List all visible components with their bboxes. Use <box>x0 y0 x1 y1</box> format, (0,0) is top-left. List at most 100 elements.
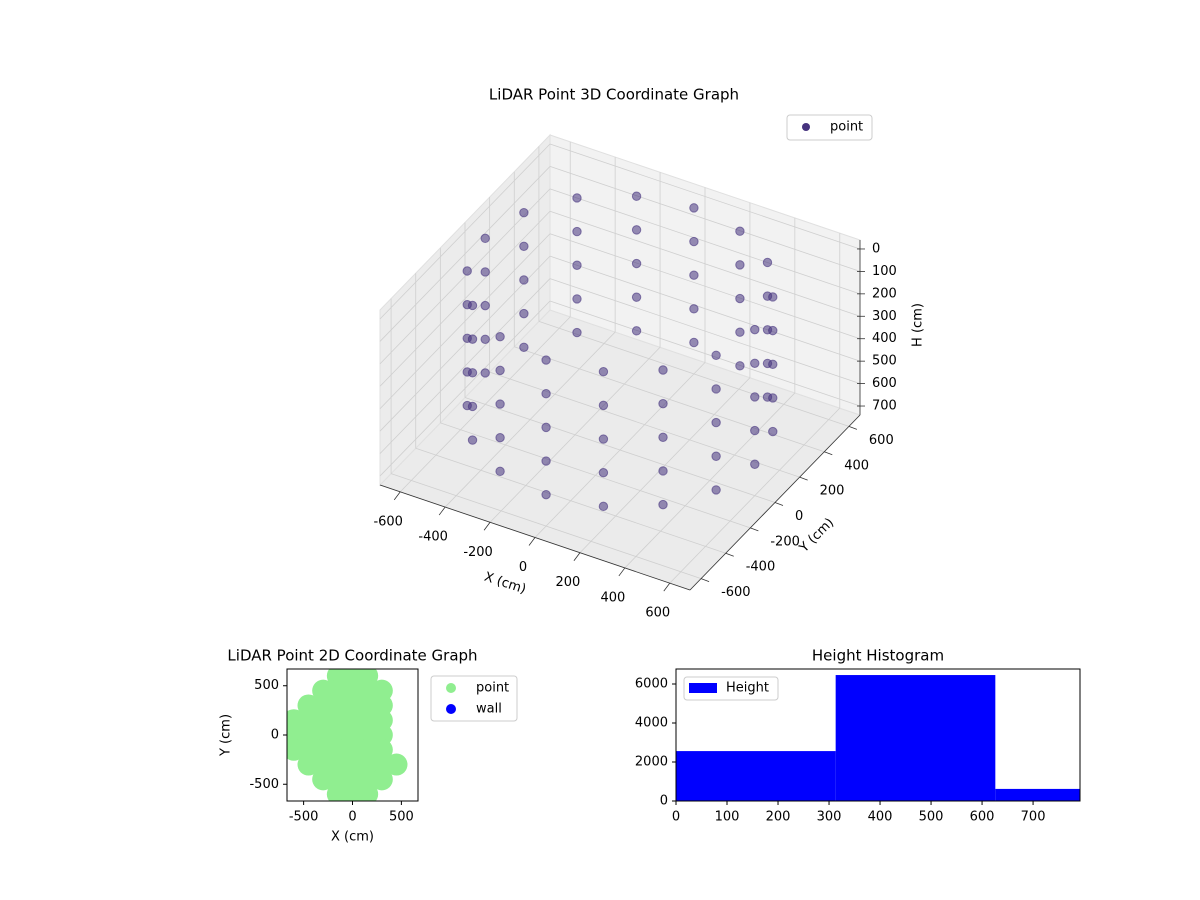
bar <box>835 675 996 801</box>
y-tick-label: 400 <box>844 458 869 473</box>
x-tick-label: 0 <box>348 810 356 825</box>
point <box>598 467 609 478</box>
y-tick-label: 2000 <box>635 755 668 770</box>
y-tick-label: -200 <box>770 534 800 549</box>
point <box>735 260 745 270</box>
x-tick-label: 0 <box>519 560 527 575</box>
point <box>598 400 609 411</box>
point <box>631 258 642 269</box>
legend-box <box>430 675 518 722</box>
point <box>768 426 778 437</box>
z-tick-label: 700 <box>872 399 897 414</box>
point <box>631 326 642 336</box>
grid-line <box>549 188 861 295</box>
x-tick-label: 700 <box>1021 810 1046 825</box>
point <box>750 459 760 469</box>
y-tick-label: 0 <box>660 794 668 809</box>
point <box>495 432 505 443</box>
y-tick <box>799 476 808 481</box>
point <box>356 783 379 801</box>
point <box>541 389 551 399</box>
legend-label: Height <box>726 681 769 696</box>
grid-line <box>538 321 850 427</box>
point <box>572 327 582 338</box>
x-axis-label: X (cm) <box>331 830 374 845</box>
bar <box>676 751 836 801</box>
legend-box <box>683 676 779 701</box>
point <box>689 203 699 213</box>
point <box>689 304 699 314</box>
x-tick <box>663 582 671 592</box>
x-tick <box>528 537 536 546</box>
y-tick-label: -600 <box>721 585 751 600</box>
y-tick <box>774 502 784 506</box>
x-tick-label: 500 <box>919 810 944 825</box>
x-tick-label: 0 <box>672 810 680 825</box>
z-tick-label: 400 <box>872 331 897 346</box>
grid-line <box>379 278 551 454</box>
y-tick-label: 4000 <box>635 716 668 731</box>
point <box>519 308 529 319</box>
point <box>762 358 773 369</box>
point <box>711 350 721 360</box>
point <box>689 236 699 247</box>
grid-line <box>549 166 861 272</box>
point <box>462 299 472 310</box>
x-tick <box>438 506 446 516</box>
x-tick-label: 600 <box>645 606 670 621</box>
point <box>370 768 393 791</box>
point <box>658 398 668 409</box>
legend-label: point <box>830 120 863 135</box>
grid-line <box>489 371 800 478</box>
x-tick <box>573 552 581 561</box>
x-tick <box>483 522 491 531</box>
point <box>462 266 472 276</box>
point <box>519 241 529 252</box>
z-tick-label: 100 <box>872 264 897 279</box>
legend-label: wall <box>476 702 502 717</box>
point <box>519 275 529 285</box>
x-tick <box>618 567 626 577</box>
grid-line <box>549 210 861 317</box>
grid-line <box>379 166 551 342</box>
legend-box <box>786 114 873 141</box>
x-axis <box>379 484 691 591</box>
point <box>735 293 745 304</box>
z-tick-label: 500 <box>872 354 897 369</box>
point <box>495 399 505 409</box>
point <box>598 501 609 512</box>
point <box>385 753 408 776</box>
point <box>711 485 721 495</box>
point <box>762 392 773 402</box>
x-tick-label: -200 <box>463 545 493 560</box>
point <box>762 257 773 268</box>
y-tick <box>824 451 833 456</box>
grid-line <box>415 447 726 554</box>
z-tick-label: 200 <box>872 286 897 301</box>
z-tick-label: 300 <box>872 309 897 324</box>
z-tick-label: 600 <box>872 376 897 391</box>
grid-line <box>440 422 751 529</box>
point <box>689 270 699 280</box>
grid-line <box>379 143 551 320</box>
point <box>762 291 773 301</box>
plot-area <box>287 669 408 801</box>
point <box>495 332 505 342</box>
point <box>598 434 609 444</box>
point <box>541 355 551 365</box>
x-tick-label: 200 <box>556 575 581 590</box>
point <box>735 226 745 236</box>
point <box>572 193 582 203</box>
x-tick-label: 200 <box>766 810 791 825</box>
chart-title: Height Histogram <box>812 647 944 665</box>
y-tick <box>725 552 734 557</box>
point <box>572 226 582 237</box>
y-tick-label: 0 <box>271 728 279 743</box>
point <box>735 327 745 337</box>
point <box>631 292 642 302</box>
x-tick-label: 300 <box>817 810 842 825</box>
grid-line <box>379 211 551 387</box>
x-tick-label: -500 <box>289 810 319 825</box>
legend-marker <box>446 683 456 693</box>
